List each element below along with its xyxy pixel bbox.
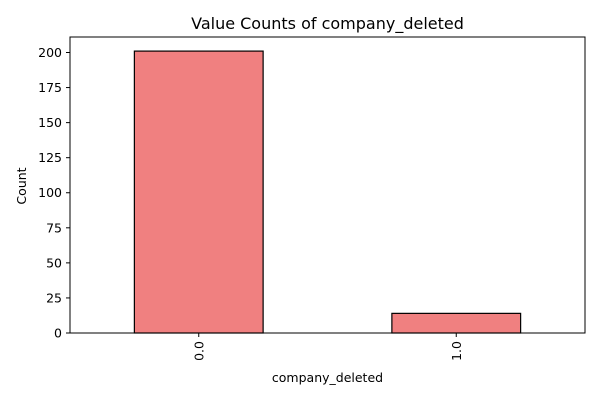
x-axis-label: company_deleted [272,370,383,385]
axes-frame [69,36,586,334]
y-tick-label-125: 125 [38,150,62,165]
x-tick-label-1.0: 1.0 [449,341,464,361]
bar-1.0 [391,312,522,334]
y-tick-label-0: 0 [54,326,62,341]
chart-title: Value Counts of company_deleted [191,14,464,34]
y-tick-label-200: 200 [38,45,62,60]
y-tick-label-175: 175 [38,80,62,95]
y-tick-label-75: 75 [46,220,62,235]
x-tick-label-0.0: 0.0 [191,341,206,361]
y-axis-label: Count [14,167,29,204]
y-tick-label-25: 25 [46,290,62,305]
bar-0.0 [133,50,264,334]
y-tick-label-100: 100 [38,185,62,200]
y-tick-label-150: 150 [38,115,62,130]
y-tick-label-50: 50 [46,255,62,270]
plot-area: 0 25 50 75 100 125 150 175 200 0.0 1.0 [38,36,586,361]
